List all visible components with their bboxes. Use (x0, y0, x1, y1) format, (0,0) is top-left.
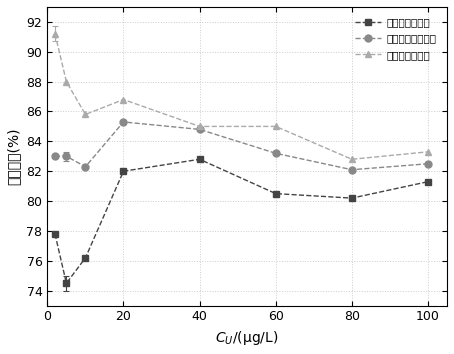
Y-axis label: 吸附效率(%): 吸附效率(%) (7, 127, 21, 185)
水热铁树叶炭粉末 (273, 151, 278, 155)
磷酸改性铁树叶 (83, 112, 88, 116)
水热铁树叶炭粉末 (52, 154, 58, 159)
X-axis label: $C_U$/(μg/L): $C_U$/(μg/L) (216, 329, 279, 347)
磷酸改性铁树叶 (425, 150, 431, 154)
Line: 磷酸改性铁树叶: 磷酸改性铁树叶 (51, 30, 431, 163)
原始铁树叶粉末 (273, 192, 278, 196)
磷酸改性铁树叶 (273, 124, 278, 129)
Legend: 原始铁树叶粉末, 水热铁树叶炭粉末, 磷酸改性铁树叶: 原始铁树叶粉末, 水热铁树叶炭粉末, 磷酸改性铁树叶 (350, 12, 442, 65)
水热铁树叶炭粉末 (349, 167, 355, 172)
原始铁树叶粉末 (349, 196, 355, 200)
磷酸改性铁树叶 (121, 97, 126, 102)
Line: 原始铁树叶粉末: 原始铁树叶粉末 (51, 156, 431, 287)
磷酸改性铁树叶 (64, 80, 69, 84)
原始铁树叶粉末 (425, 179, 431, 184)
水热铁树叶炭粉末 (121, 120, 126, 124)
磷酸改性铁树叶 (52, 32, 58, 36)
水热铁树叶炭粉末 (83, 165, 88, 169)
水热铁树叶炭粉末 (64, 154, 69, 159)
Line: 水热铁树叶炭粉末: 水热铁树叶炭粉末 (51, 119, 431, 173)
原始铁树叶粉末 (64, 281, 69, 285)
磷酸改性铁树叶 (349, 157, 355, 161)
原始铁树叶粉末 (121, 169, 126, 173)
磷酸改性铁树叶 (197, 124, 202, 129)
水热铁树叶炭粉末 (425, 162, 431, 166)
原始铁树叶粉末 (83, 256, 88, 260)
原始铁树叶粉末 (197, 157, 202, 161)
水热铁树叶炭粉末 (197, 127, 202, 132)
原始铁树叶粉末 (52, 232, 58, 236)
